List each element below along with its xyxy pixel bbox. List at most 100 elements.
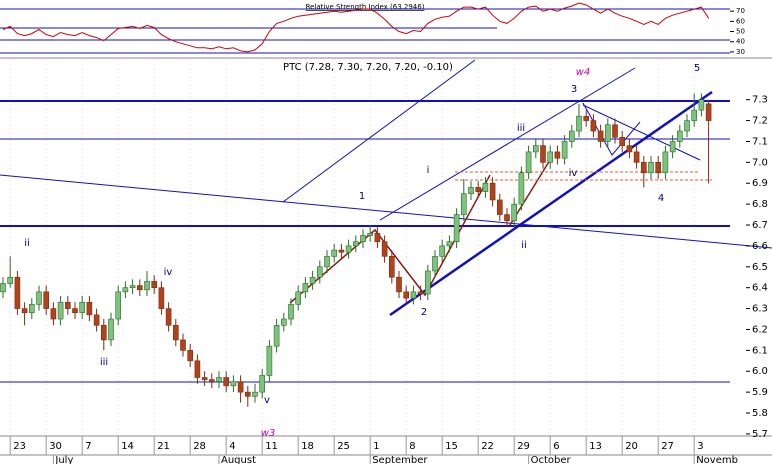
y-tick-label: 30 bbox=[736, 48, 745, 56]
x-tick-label: 3 bbox=[697, 441, 703, 452]
y-tick-label: 6.2 bbox=[752, 324, 768, 335]
y-tick-label: 7.1 bbox=[752, 136, 768, 147]
y-tick-label: 6.8 bbox=[752, 199, 768, 210]
candle-body bbox=[165, 308, 172, 326]
channel-line bbox=[282, 59, 476, 203]
candle-body bbox=[151, 281, 157, 288]
y-tick-label: 7.3 bbox=[752, 95, 768, 106]
channel-line bbox=[379, 67, 636, 221]
y-tick-label: 70 bbox=[736, 7, 745, 15]
candle-body bbox=[115, 291, 121, 320]
wave-label: 5 bbox=[694, 63, 700, 74]
candle-body bbox=[504, 214, 510, 222]
x-tick-label: 27 bbox=[661, 441, 674, 452]
candle-body bbox=[93, 314, 100, 326]
candle-body bbox=[43, 291, 50, 309]
candle-body bbox=[388, 256, 395, 278]
candle-body bbox=[453, 214, 460, 243]
x-tick-label: 15 bbox=[445, 441, 458, 452]
candle-body bbox=[259, 375, 266, 393]
month-label: July bbox=[54, 455, 73, 464]
candle-body bbox=[568, 130, 575, 142]
candle-body bbox=[79, 302, 85, 314]
candle-body bbox=[381, 241, 388, 257]
candle-body bbox=[676, 130, 683, 142]
candle-body bbox=[338, 249, 345, 253]
wave-label: v bbox=[264, 395, 270, 406]
candle-body bbox=[209, 379, 215, 382]
trend-line bbox=[582, 104, 701, 161]
candle-body bbox=[316, 266, 323, 278]
trend-line bbox=[0, 174, 772, 249]
candle-body bbox=[547, 151, 554, 163]
candle-body bbox=[295, 291, 302, 305]
candle-body bbox=[655, 162, 662, 174]
candle-body bbox=[36, 291, 42, 305]
y-tick-label: 5.8 bbox=[752, 408, 768, 419]
candle-body bbox=[410, 291, 417, 299]
candle-body bbox=[424, 270, 431, 295]
candle-body bbox=[496, 199, 503, 215]
candle-body bbox=[597, 130, 604, 142]
candle-body bbox=[201, 377, 208, 380]
candle-body bbox=[252, 391, 258, 397]
wave-label: iii bbox=[100, 357, 108, 368]
candle-body bbox=[662, 151, 669, 174]
candle-body bbox=[173, 324, 179, 341]
candle-body bbox=[648, 162, 654, 174]
candle-body bbox=[0, 283, 6, 293]
x-tick-label: 7 bbox=[85, 441, 91, 452]
candle-body bbox=[705, 103, 712, 121]
candle-body bbox=[65, 302, 71, 309]
candle-body bbox=[460, 193, 467, 215]
candle-body bbox=[604, 124, 611, 142]
month-label: October bbox=[531, 455, 572, 464]
wave-label: iii bbox=[517, 123, 525, 134]
candle-body bbox=[331, 249, 338, 257]
candle-body bbox=[583, 116, 590, 121]
month-label: September bbox=[372, 455, 428, 464]
candle-body bbox=[230, 381, 237, 387]
candle-body bbox=[684, 120, 690, 132]
candle-body bbox=[86, 302, 93, 316]
candle-body bbox=[108, 318, 114, 341]
candle-body bbox=[669, 141, 676, 153]
x-tick-label: 22 bbox=[481, 441, 494, 452]
candle-body bbox=[345, 245, 352, 253]
wave-label: w4 bbox=[576, 67, 591, 78]
x-tick-label: 23 bbox=[13, 441, 26, 452]
candle-body bbox=[21, 308, 28, 314]
candle-body bbox=[619, 136, 626, 146]
candle-body bbox=[245, 391, 251, 397]
candle-body bbox=[180, 339, 186, 351]
x-tick-label: 29 bbox=[517, 441, 530, 452]
y-tick-label: 6.6 bbox=[752, 241, 768, 252]
candle-body bbox=[540, 145, 546, 163]
candle-body bbox=[187, 350, 193, 362]
candle-body bbox=[360, 235, 366, 243]
candle-body bbox=[446, 241, 453, 247]
candle-body bbox=[612, 124, 618, 138]
candle-body bbox=[518, 172, 525, 205]
candle-body bbox=[280, 318, 287, 326]
candle-body bbox=[122, 287, 129, 293]
candle-body bbox=[698, 99, 705, 111]
candle-body bbox=[137, 285, 143, 291]
candle-body bbox=[532, 145, 539, 153]
candle-body bbox=[194, 360, 201, 378]
wave-label: i bbox=[427, 165, 430, 176]
candle-body bbox=[561, 141, 568, 159]
candle-body bbox=[302, 283, 309, 293]
y-tick-label: 50 bbox=[736, 28, 745, 36]
month-label: Novemb bbox=[696, 455, 738, 464]
candle-body bbox=[50, 308, 57, 320]
candle-body bbox=[158, 287, 165, 309]
candle-body bbox=[432, 256, 438, 272]
candle-body bbox=[216, 377, 222, 382]
y-tick-label: 7.2 bbox=[752, 116, 768, 127]
trend-line bbox=[389, 90, 713, 317]
candle-body bbox=[266, 345, 273, 376]
candle-body bbox=[511, 203, 518, 222]
